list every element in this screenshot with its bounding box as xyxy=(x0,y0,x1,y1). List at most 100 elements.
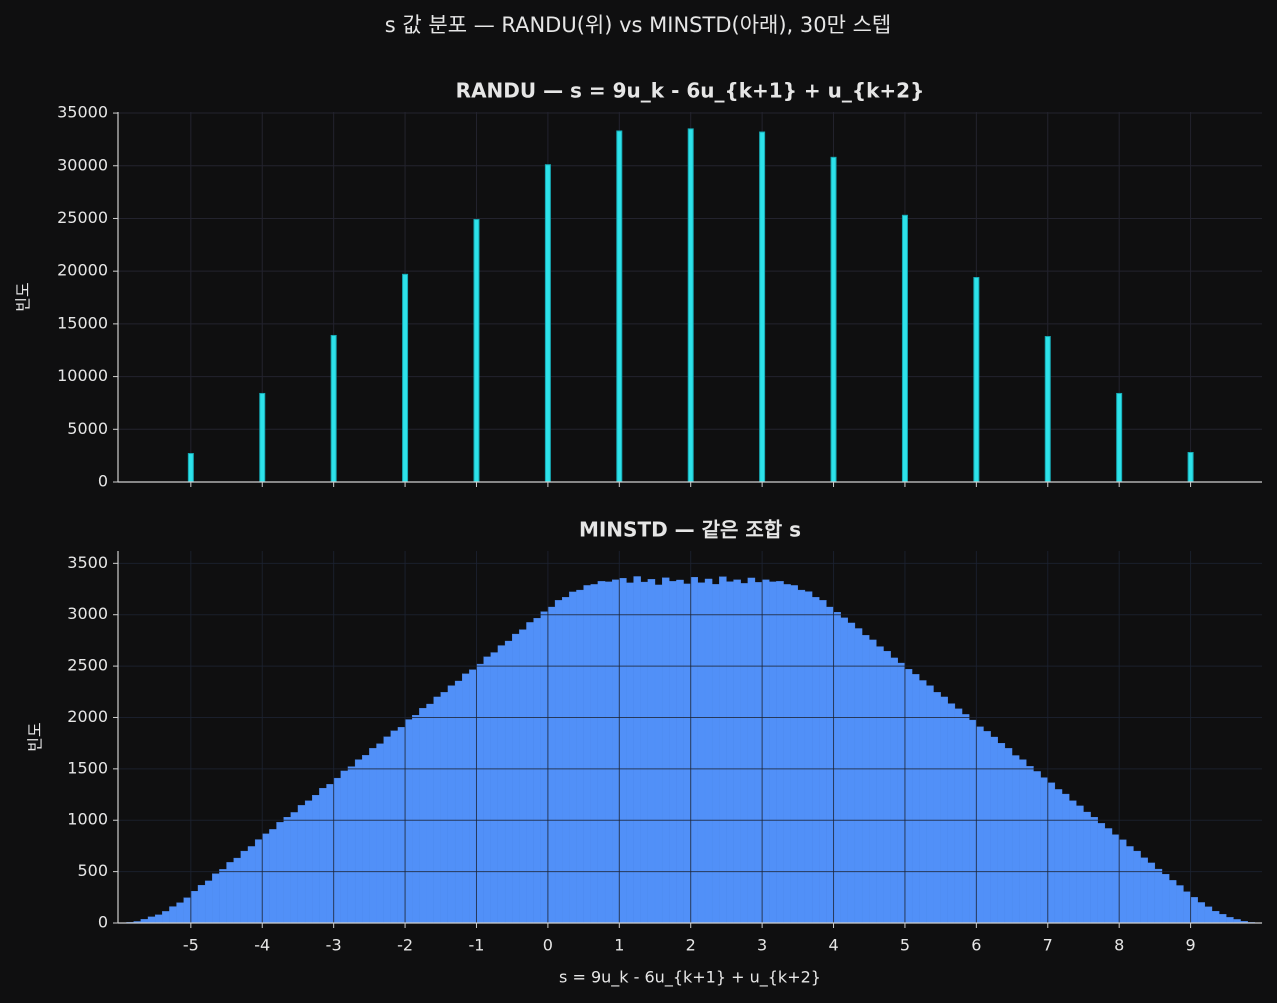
x-tick-label: 4 xyxy=(828,936,838,955)
bar xyxy=(576,589,584,924)
bar xyxy=(901,214,908,483)
bar xyxy=(304,800,313,924)
x-tick-label: 8 xyxy=(1114,936,1124,955)
bar xyxy=(469,669,477,924)
bar xyxy=(1111,834,1120,924)
bar xyxy=(333,777,341,924)
y-tick-label: 1000 xyxy=(67,810,108,829)
y-tick-label: 0 xyxy=(98,913,108,932)
bar xyxy=(183,897,191,924)
bar xyxy=(790,585,798,924)
bar xyxy=(861,635,870,924)
bar xyxy=(526,622,534,924)
bar xyxy=(1033,771,1041,924)
bar xyxy=(540,611,549,924)
bar xyxy=(312,795,320,924)
bar xyxy=(519,629,527,924)
bar xyxy=(176,902,184,924)
bar xyxy=(961,714,970,924)
bar xyxy=(569,591,577,924)
bar xyxy=(254,839,263,924)
bar xyxy=(830,156,837,483)
bar xyxy=(616,130,623,483)
bar xyxy=(204,880,213,924)
bar xyxy=(376,743,384,924)
bar xyxy=(390,730,399,924)
bar xyxy=(990,736,998,924)
bar xyxy=(433,696,441,924)
bar xyxy=(440,692,449,924)
bar xyxy=(426,703,434,924)
bar xyxy=(1133,850,1141,924)
bar xyxy=(940,696,948,924)
bar xyxy=(897,662,906,924)
bar xyxy=(190,890,199,924)
bar xyxy=(1069,800,1077,924)
bar xyxy=(262,833,270,924)
bar xyxy=(1197,902,1206,924)
y-tick-label: 0 xyxy=(98,472,108,491)
bar xyxy=(259,392,266,483)
bar xyxy=(947,703,956,924)
x-tick-label: 5 xyxy=(900,936,910,955)
bar xyxy=(933,692,941,924)
y-tick-label: 3000 xyxy=(67,604,108,623)
x-tick-label: 3 xyxy=(757,936,767,955)
bar xyxy=(1083,811,1091,924)
bar xyxy=(290,812,299,924)
axes-title: MINSTD — 같은 조합 s xyxy=(579,518,801,542)
bar xyxy=(1026,766,1034,924)
x-tick-label: 2 xyxy=(686,936,696,955)
bar xyxy=(490,652,499,924)
bar xyxy=(504,640,513,924)
bar xyxy=(654,584,663,924)
bar xyxy=(219,869,227,924)
x-tick-label: -1 xyxy=(469,936,485,955)
y-tick-label: 35000 xyxy=(57,103,108,122)
bar xyxy=(340,770,349,924)
bar xyxy=(719,576,727,924)
bar xyxy=(1219,914,1227,924)
bar xyxy=(187,453,194,483)
bar xyxy=(1176,885,1184,924)
bar xyxy=(890,657,898,924)
bar xyxy=(804,591,813,924)
bar xyxy=(402,273,409,483)
y-tick-label: 30000 xyxy=(57,155,108,174)
x-tick-label: 1 xyxy=(614,936,624,955)
bar xyxy=(797,589,806,924)
y-tick-label: 5000 xyxy=(67,419,108,438)
bar xyxy=(147,916,156,924)
x-tick-label: -3 xyxy=(326,936,342,955)
bar xyxy=(276,822,284,924)
bar xyxy=(1183,891,1191,924)
bar xyxy=(1104,828,1113,924)
bar xyxy=(383,736,391,924)
bar xyxy=(1140,857,1148,924)
bar xyxy=(997,743,1006,924)
bar xyxy=(354,759,363,924)
bar xyxy=(1190,897,1198,924)
x-tick-label: 9 xyxy=(1185,936,1195,955)
figure-title: s 값 분포 — RANDU(위) vs MINSTD(아래), 30만 스텝 xyxy=(385,13,891,37)
bar xyxy=(240,850,249,924)
bar xyxy=(969,719,977,924)
bar xyxy=(590,584,599,924)
y-tick-label: 1500 xyxy=(67,758,108,777)
bar xyxy=(476,663,484,924)
bar xyxy=(1126,846,1134,924)
bar xyxy=(547,606,556,924)
y-axis-label: 빈도 xyxy=(14,282,33,311)
bar xyxy=(1076,805,1084,924)
bar xyxy=(926,685,934,924)
bar xyxy=(1169,880,1177,924)
bar xyxy=(973,276,980,483)
bar xyxy=(473,219,480,483)
bar xyxy=(319,788,327,924)
bar xyxy=(1187,451,1194,483)
bar xyxy=(633,576,641,924)
bar xyxy=(362,755,370,924)
bar xyxy=(1090,817,1098,924)
bar xyxy=(269,829,277,924)
